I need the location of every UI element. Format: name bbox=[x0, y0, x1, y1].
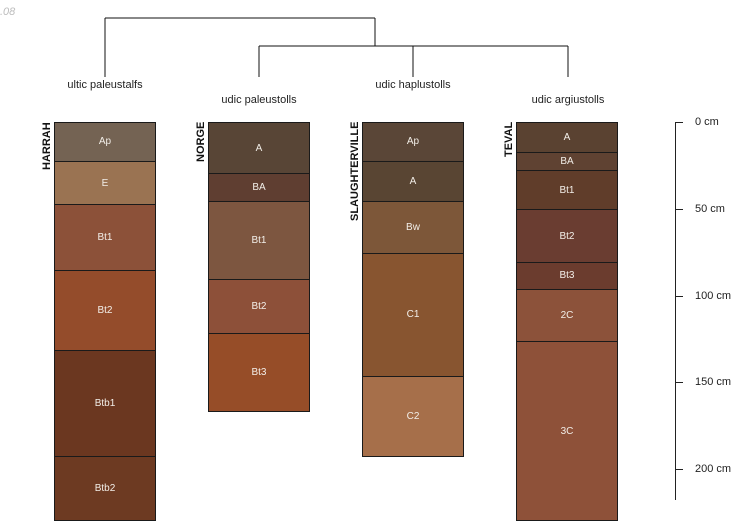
depth-tick-label: 150 cm bbox=[695, 376, 732, 389]
soil-horizon: A bbox=[208, 122, 310, 175]
soil-horizon: Bt2 bbox=[54, 271, 156, 351]
soil-horizon: Bt2 bbox=[516, 210, 618, 263]
depth-tick bbox=[675, 122, 683, 123]
soil-horizon: Ap bbox=[362, 122, 464, 162]
soil-horizon: Bt1 bbox=[54, 205, 156, 272]
profile-name: TEVAL bbox=[503, 121, 515, 157]
soil-horizon: C2 bbox=[362, 377, 464, 457]
soil-horizon: BA bbox=[516, 153, 618, 171]
soil-horizon: Bt3 bbox=[516, 262, 618, 291]
depth-tick-label: 200 cm bbox=[695, 463, 732, 475]
soil-horizon: Bt2 bbox=[208, 279, 310, 334]
soil-horizon: E bbox=[54, 161, 156, 206]
depth-axis-line bbox=[675, 122, 676, 500]
soil-horizon: Bw bbox=[362, 201, 464, 254]
soil-horizon: Bt1 bbox=[516, 170, 618, 211]
soil-horizon: Btb1 bbox=[54, 351, 156, 457]
depth-tick-label: 100 cm bbox=[695, 289, 732, 302]
soil-horizon: Ap bbox=[54, 122, 156, 162]
depth-tick bbox=[675, 295, 683, 297]
depth-tick-label: 0 cm bbox=[695, 116, 719, 128]
taxon-label: udic argiustolls bbox=[531, 94, 605, 106]
profile-name: NORGE bbox=[195, 121, 207, 162]
soil-horizon: A bbox=[362, 161, 464, 202]
profile-name: SLAUGHTERVILLE bbox=[349, 121, 361, 221]
dendrogram bbox=[104, 17, 569, 77]
soil-horizon: A bbox=[516, 122, 618, 154]
profile-name: HARRAH bbox=[41, 122, 53, 170]
taxon-label: udic paleustolls bbox=[221, 94, 297, 106]
depth-tick bbox=[675, 208, 683, 210]
depth-tick bbox=[675, 382, 683, 384]
figure-corner-label: .08 bbox=[0, 6, 16, 18]
taxon-label: ultic paleustalfs bbox=[67, 79, 143, 91]
soil-horizon: 2C bbox=[516, 290, 618, 343]
soil-horizon: 3C bbox=[516, 342, 618, 521]
depth-axis: 0 cm 50 cm 100 cm 150 cm 200 cm bbox=[675, 0, 750, 500]
depth-tick-label: 50 cm bbox=[695, 202, 725, 215]
depth-tick bbox=[675, 469, 683, 470]
taxon-label: udic haplustolls bbox=[375, 79, 451, 91]
soil-horizon: Bt1 bbox=[208, 201, 310, 280]
soil-horizon: Btb2 bbox=[54, 456, 156, 521]
soil-horizon: C1 bbox=[362, 253, 464, 378]
soil-horizon: Bt3 bbox=[208, 333, 310, 412]
soil-horizon: BA bbox=[208, 174, 310, 202]
